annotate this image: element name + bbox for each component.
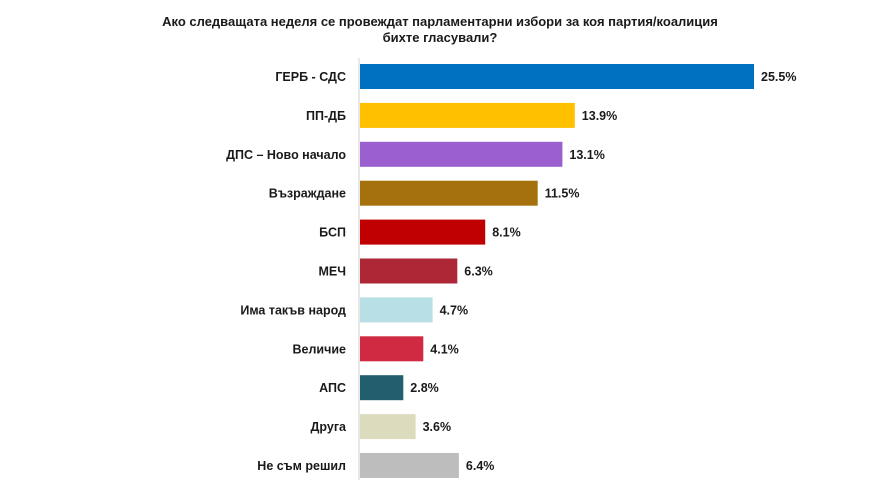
category-label-2: ДПС – Ново начало xyxy=(226,148,346,162)
value-label-3: 11.5% xyxy=(545,187,580,201)
bar-10 xyxy=(360,453,459,478)
value-label-10: 6.4% xyxy=(466,459,495,473)
chart-title-line-2: бихте гласували? xyxy=(382,30,498,45)
category-label-5: МЕЧ xyxy=(318,265,346,279)
value-label-0: 25.5% xyxy=(761,70,796,84)
value-label-2: 13.1% xyxy=(569,148,604,162)
category-label-0: ГЕРБ - СДС xyxy=(275,70,346,84)
value-label-7: 4.1% xyxy=(430,342,459,356)
category-label-1: ПП-ДБ xyxy=(306,109,346,123)
bar-9 xyxy=(360,414,416,440)
category-label-7: Величие xyxy=(293,342,347,356)
category-label-10: Не съм решил xyxy=(257,459,346,473)
bar-7 xyxy=(360,336,424,362)
category-label-8: АПС xyxy=(319,381,346,395)
bar-2 xyxy=(360,141,563,167)
category-label-6: Има такъв народ xyxy=(240,303,346,317)
bar-1 xyxy=(360,102,575,128)
value-label-8: 2.8% xyxy=(410,381,439,395)
bar-5 xyxy=(360,258,458,284)
value-label-1: 13.9% xyxy=(582,109,617,123)
bar-6 xyxy=(360,297,433,323)
bar-3 xyxy=(360,180,538,206)
bar-8 xyxy=(360,375,404,401)
value-label-5: 6.3% xyxy=(464,265,493,279)
category-label-4: БСП xyxy=(319,226,346,240)
category-label-3: Възраждане xyxy=(269,187,346,201)
bar-0 xyxy=(360,64,754,89)
value-label-9: 3.6% xyxy=(423,420,452,434)
bar-4 xyxy=(360,219,486,245)
category-label-9: Друга xyxy=(311,420,348,434)
value-label-6: 4.7% xyxy=(440,303,469,317)
value-label-4: 8.1% xyxy=(492,226,521,240)
chart-title-line-1: Ако следващата неделя се провеждат парла… xyxy=(162,14,718,29)
